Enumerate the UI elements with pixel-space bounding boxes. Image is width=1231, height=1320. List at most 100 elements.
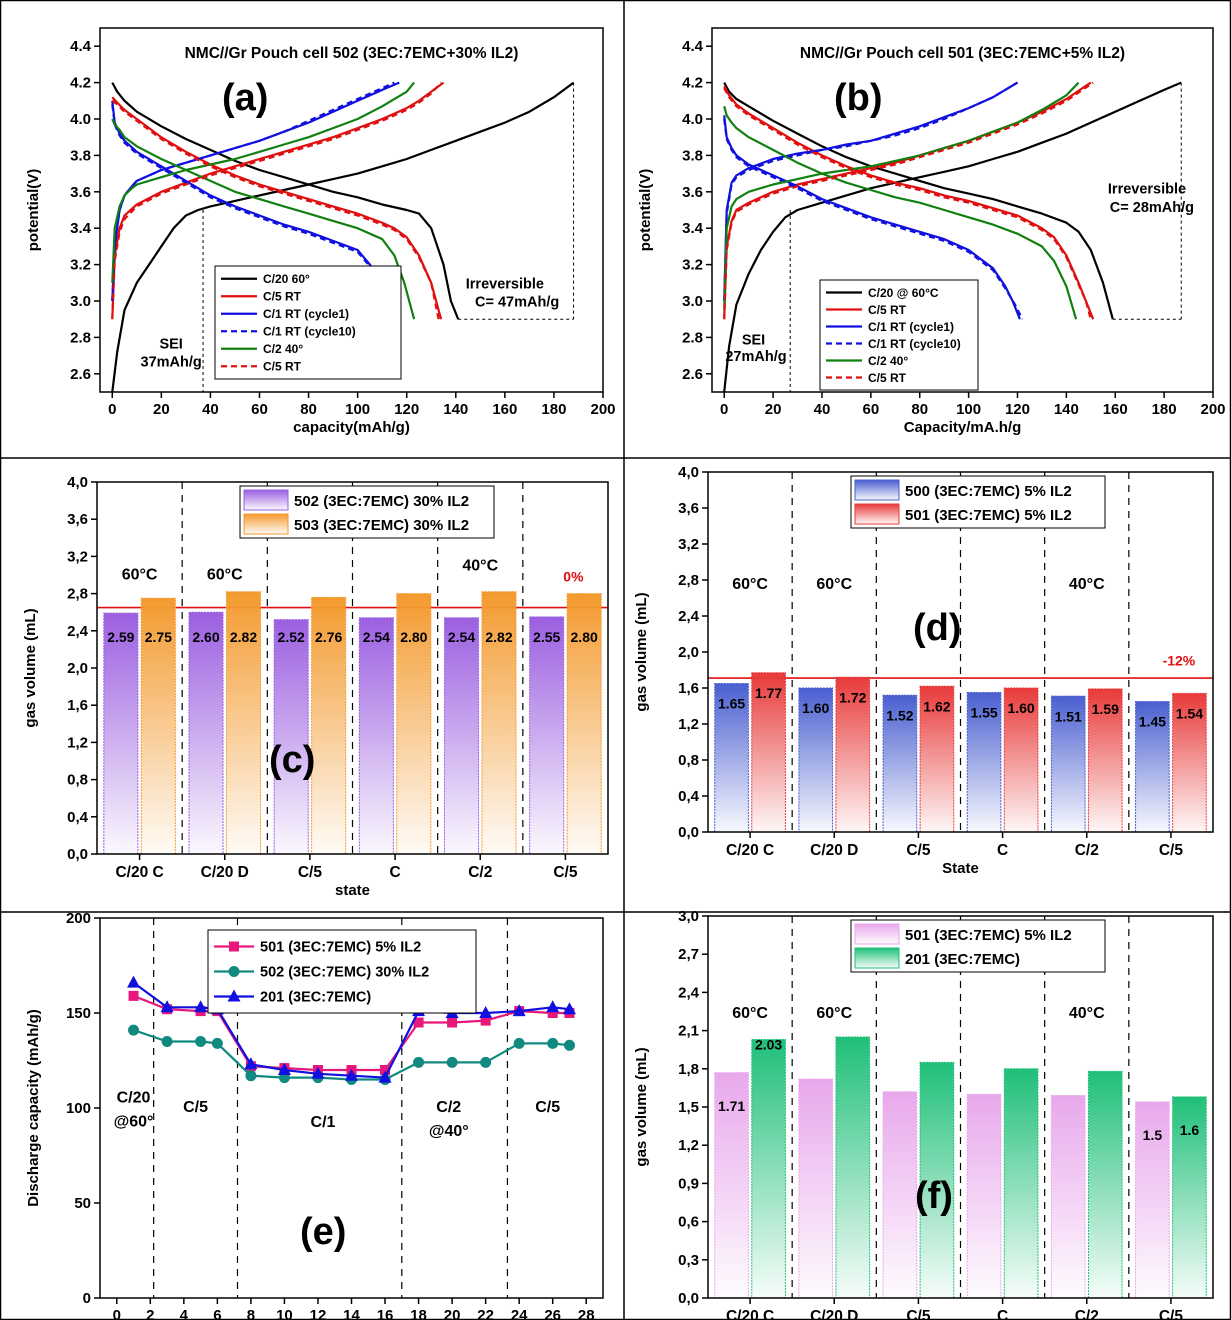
data-point-e [128,1024,140,1036]
y-tick-label-b: 3.2 [682,257,703,274]
bar-value-label-f: 1.6 [1180,1122,1200,1138]
x-tick-label-e: 10 [276,1307,293,1320]
y-tick-label-a: 3.0 [70,293,91,310]
category-label-f: C [997,1308,1008,1320]
y-tick-label-c: 2,8 [67,586,88,603]
bar-f-s1 [751,1039,786,1299]
y-tick-label-b: 3.4 [682,220,704,237]
x-tick-label-e: 6 [213,1307,221,1320]
region-label-e: C/1 [311,1114,336,1131]
series-line-a-9 [111,118,416,320]
temperature-label-d: 60°C [816,576,852,593]
category-label-d: C/5 [1159,842,1184,859]
x-tick-label-e: 12 [310,1307,327,1320]
legend-label-a: C/2 40° [263,342,303,356]
bar-value-label-d: 1.72 [839,689,866,705]
legend-box-a [214,265,402,380]
data-point-e [195,1036,207,1047]
x-tick-label-b: 20 [765,401,782,418]
bar-f-s0 [882,1091,918,1299]
plot-frame-c [96,481,609,855]
y-tick-label-e: 100 [66,1100,91,1117]
legend-label-e: 502 (3EC:7EMC) 30% IL2 [260,965,429,981]
legend-swatch-c [243,513,289,535]
data-point-e [546,1000,560,1013]
bar-value-label-d: 1.62 [923,698,950,714]
y-tick-label-f: 1,2 [678,1137,699,1154]
region-label-e: C/20 [117,1089,151,1106]
y-tick-label-b: 3.0 [682,293,703,310]
x-tick-label-e: 20 [444,1307,461,1320]
y-tick-label-c: 0,0 [67,846,88,863]
y-tick-label-a: 3.6 [70,184,91,201]
x-axis-label-d: State [942,860,979,877]
bar-f-s0 [1135,1101,1170,1299]
legend-swatch-d [854,479,900,501]
annotation-a: C= 47mAh/g [475,294,559,310]
legend-swatch-c [243,489,289,511]
y-tick-label-a: 3.2 [70,257,91,274]
x-tick-label-a: 0 [108,401,116,418]
category-label-d: C/20 C [726,842,774,859]
x-tick-label-e: 22 [477,1307,494,1320]
y-tick-label-b: 2.8 [682,329,703,346]
bar-f-s0 [966,1093,1002,1299]
y-tick-label-c: 2,0 [67,660,88,677]
bar-value-label-c: 2.55 [533,629,560,645]
region-label-e: C/5 [535,1099,560,1116]
y-tick-label-f: 0,3 [678,1252,699,1269]
bar-value-label-c: 2.52 [278,629,305,645]
y-tick-label-d: 1,2 [678,716,699,733]
x-tick-label-b: 80 [911,401,928,418]
series-line-a-11 [111,99,440,320]
x-tick-label-e: 2 [146,1307,154,1320]
bar-value-label-d: 1.51 [1055,708,1082,724]
annotation-a: Irreversible [466,276,544,292]
y-tick-label-c: 0,8 [67,772,88,789]
legend-label-b: C/5 RT [868,371,907,385]
y-axis-label-c: gas volume (mL) [22,608,39,727]
panel-e: 0 50 100 150 200 Discharge capacity (mAh/g) 0 2… [25,910,604,1320]
y-axis-label-b: potential(V) [637,169,654,252]
bar-f-s1 [1172,1096,1207,1299]
y-tick-label-b: 3.6 [682,184,703,201]
category-label-c: C/5 [553,864,578,881]
data-point-e [547,1037,559,1049]
category-label-d: C/20 D [810,842,858,859]
data-point-e [378,1070,392,1083]
x-tick-label-a: 100 [345,401,370,418]
chart-title-a: NMC//Gr Pouch cell 502 (3EC:7EMC+30% IL2… [185,45,519,62]
panel-b: 2.6 2.8 3.0 3.2 3.4 3.6 3.8 4.0 4.2 4.4 potential(… [637,27,1226,436]
plot-frame-e [99,917,604,1299]
y-tick-label-e: 0 [83,1290,91,1307]
legend-label-f: 501 (3EC:7EMC) 5% IL2 [905,927,1072,944]
x-axis-label-b: Capacity/mA.h/g [904,419,1022,436]
y-tick-label-d: 2,8 [678,572,699,589]
legend-label-d: 500 (3EC:7EMC) 5% IL2 [905,483,1072,500]
y-tick-label-f: 1,5 [678,1099,699,1116]
region-label-e: @40° [429,1123,469,1140]
data-point-e [244,1057,258,1070]
data-point-e [245,1070,257,1082]
bar-c-s0 [103,612,139,855]
y-tick-label-f: 0,0 [678,1290,699,1307]
bar-value-label-d: 1.54 [1176,706,1203,722]
bar-f-s1 [1003,1068,1039,1299]
y-tick-label-f: 2,1 [678,1023,699,1040]
data-point-e [128,990,139,1001]
series-line-a-0 [111,81,575,393]
bar-value-label-d: 1.60 [1007,700,1034,716]
plot-frame-a [99,27,604,393]
temperature-label-c: 60°C [207,567,243,584]
panel-label-c: (c) [269,739,315,781]
annotation-b: Irreversible [1108,182,1186,198]
category-label-d: C [997,842,1008,859]
y-tick-label-f: 2,7 [678,946,699,963]
category-label-f: C/5 [906,1308,931,1320]
x-tick-label-b: 200 [1200,401,1225,418]
temperature-label-f: 60°C [732,1005,768,1022]
data-point-e [447,1017,458,1028]
bar-c-s0 [358,617,394,855]
y-tick-label-d: 0,8 [678,752,699,769]
y-tick-label-f: 2,4 [678,984,700,1001]
